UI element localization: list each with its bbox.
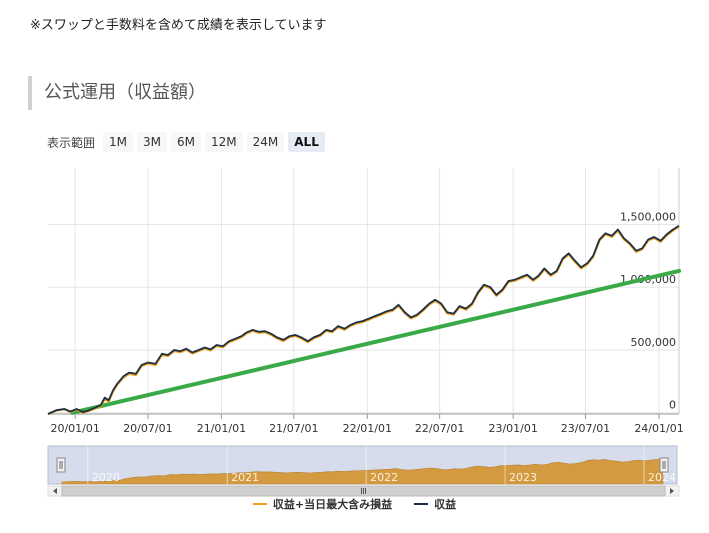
- legend-item-profit[interactable]: 収益: [414, 496, 456, 512]
- range-button-12m[interactable]: 12M: [205, 132, 243, 152]
- y-tick-label: 1,500,000: [620, 210, 676, 223]
- plot-area: [48, 168, 679, 414]
- scroll-left-arrow-icon[interactable]: [53, 488, 57, 494]
- legend-label-profit: 収益: [434, 498, 457, 511]
- legend-item-max-loss[interactable]: 収益+当日最大含み損益: [252, 496, 393, 512]
- range-label: 表示範囲: [47, 135, 96, 150]
- x-tick-label: 21/07/01: [269, 422, 318, 435]
- range-button-6m[interactable]: 6M: [171, 132, 202, 152]
- scroll-right-arrow-icon[interactable]: [670, 488, 674, 494]
- series-line-profit: [47, 224, 680, 415]
- navigator-year-label: 2020: [92, 471, 120, 484]
- legend-swatch-max-loss: [252, 503, 267, 505]
- navigator-year-label: 2021: [231, 471, 259, 484]
- navigator-area: [61, 458, 664, 485]
- chart-legend: 収益+当日最大含み損益 収益: [0, 496, 709, 512]
- x-tick-label: 22/01/01: [343, 422, 392, 435]
- x-tick-label: 23/01/01: [488, 422, 537, 435]
- y-tick-label: 500,000: [631, 336, 677, 349]
- section-title: 公式運用（収益額）: [28, 76, 206, 110]
- range-button-24m[interactable]: 24M: [246, 132, 285, 152]
- trend-line: [70, 268, 681, 415]
- x-tick-label: 22/07/01: [415, 422, 464, 435]
- navigator-handle-left[interactable]: [56, 457, 66, 473]
- range-selector: 表示範囲 1M 3M 6M 12M 24M ALL: [47, 132, 325, 152]
- legend-swatch-profit: [414, 503, 429, 505]
- x-tick-label: 20/07/01: [123, 422, 172, 435]
- range-button-3m[interactable]: 3M: [137, 132, 168, 152]
- navigator-handle-left-box: [56, 457, 66, 473]
- navigator-handle-right[interactable]: [659, 457, 669, 473]
- range-button-1m[interactable]: 1M: [103, 132, 134, 152]
- range-button-all[interactable]: ALL: [288, 132, 325, 152]
- x-tick-label: 23/07/01: [561, 422, 610, 435]
- disclaimer-note: ※スワップと手数料を含めて成績を表示しています: [30, 18, 327, 33]
- legend-label-max-loss: 収益+当日最大含み損益: [272, 498, 393, 511]
- navigator-handle-right-box: [659, 457, 669, 473]
- navigator-year-label: 2023: [509, 471, 537, 484]
- navigator-year-label: 2022: [370, 471, 398, 484]
- x-tick-label: 24/01/01: [634, 422, 683, 435]
- y-tick-label: 0: [669, 399, 676, 412]
- x-tick-label: 20/01/01: [50, 422, 99, 435]
- x-tick-label: 21/01/01: [197, 422, 246, 435]
- navigator-year-label: 2024: [648, 471, 676, 484]
